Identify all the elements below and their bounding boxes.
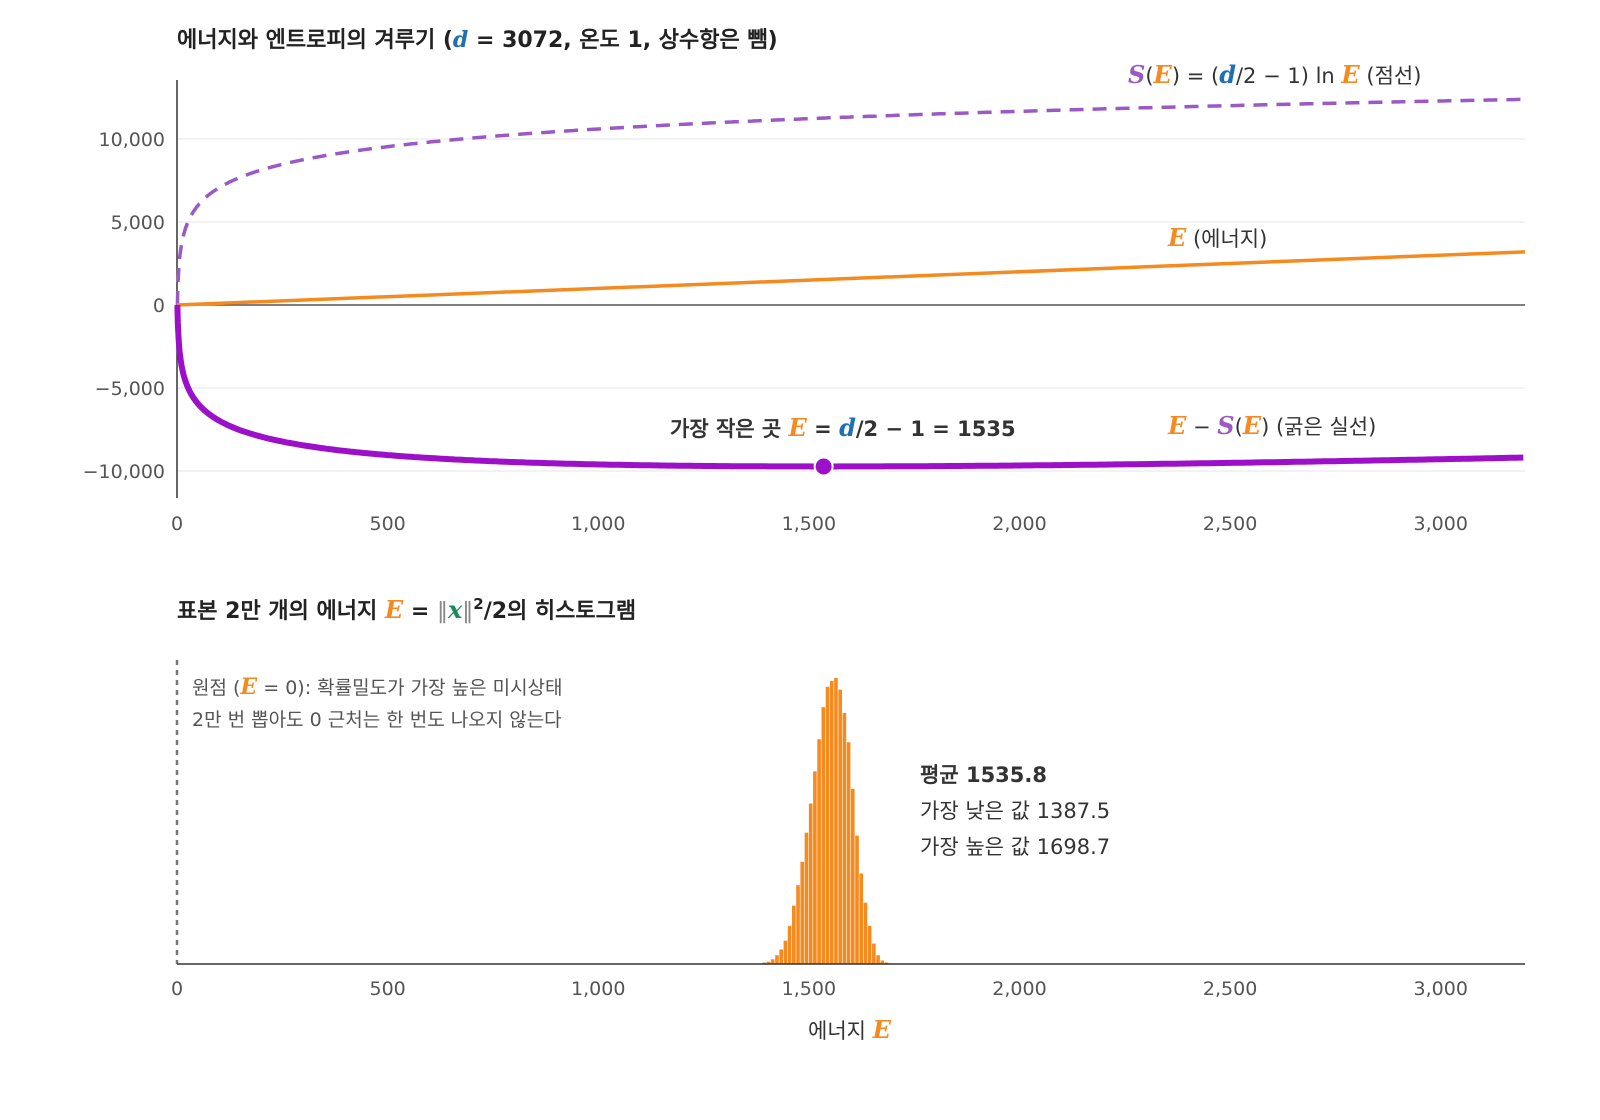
histogram-bar xyxy=(800,861,805,964)
histogram-bar xyxy=(876,955,880,964)
x-tick-label: 1,000 xyxy=(571,513,625,535)
x-tick-label: 1,500 xyxy=(782,513,836,535)
histogram-bar xyxy=(859,873,864,964)
bottom-x-tick-labels: 0 500 1,000 1,500 2,000 2,500 3,000 xyxy=(171,978,1468,1000)
top-gridlines xyxy=(177,138,1525,472)
histogram-bar xyxy=(792,905,796,964)
histogram-bar xyxy=(813,771,817,964)
stat-mean: 평균 1535.8 xyxy=(920,763,1047,787)
histogram-bar xyxy=(770,959,775,964)
x-tick-label: 0 xyxy=(171,978,183,1000)
entropy-series-line xyxy=(175,97,1524,306)
histogram-bar xyxy=(804,832,809,964)
free-energy-series-line xyxy=(174,304,1524,470)
y-tick-label: 0 xyxy=(153,295,165,317)
histogram-bar xyxy=(821,707,826,964)
histogram-bar xyxy=(796,885,800,964)
histogram-bar xyxy=(863,902,868,964)
origin-note-line2: 2만 번 뽑아도 0 근처는 한 번도 나오지 않는다 xyxy=(192,709,562,731)
histogram-bar xyxy=(829,680,834,964)
x-tick-label: 1,000 xyxy=(571,978,625,1000)
histogram-bar xyxy=(779,949,783,964)
histogram-bar xyxy=(838,689,842,964)
x-tick-label: 3,000 xyxy=(1414,978,1468,1000)
top-y-tick-labels: 10,000 5,000 0 −5,000 −10,000 xyxy=(83,129,165,483)
free-energy-series-label: E − S(E) (굵은 실선) xyxy=(1167,411,1376,440)
histogram-bar xyxy=(834,678,838,964)
energy-series-line xyxy=(176,250,1526,307)
histogram-bar xyxy=(842,713,847,964)
top-chart-title: 에너지와 엔트로피의 겨루기 (d = 3072, 온도 1, 상수항은 뺌) xyxy=(177,27,778,53)
bottom-x-axis-label: 에너지 E xyxy=(808,1015,892,1044)
x-tick-label: 1,500 xyxy=(782,978,836,1000)
histogram-bar xyxy=(817,739,821,964)
histogram-bar xyxy=(808,803,813,964)
histogram-bar xyxy=(846,742,851,964)
y-tick-label: 5,000 xyxy=(111,212,165,234)
histogram-bar xyxy=(872,943,876,964)
histogram-bars xyxy=(758,678,889,964)
x-tick-label: 2,500 xyxy=(1203,513,1257,535)
minimum-point-marker xyxy=(813,456,834,477)
stat-min: 가장 낮은 값 1387.5 xyxy=(920,799,1110,823)
top-x-tick-labels: 0 500 1,000 1,500 2,000 2,500 3,000 xyxy=(171,513,1468,535)
x-tick-label: 2,000 xyxy=(992,513,1046,535)
histogram-bar xyxy=(766,961,771,964)
y-tick-label: −5,000 xyxy=(95,378,165,400)
entropy-series-label: S(E) = (d/2 − 1) ln E (점선) xyxy=(1128,60,1421,89)
y-tick-label: 10,000 xyxy=(99,129,165,151)
energy-series-label: E (에너지) xyxy=(1167,223,1267,252)
histogram-bar xyxy=(880,960,885,964)
y-tick-label: −10,000 xyxy=(83,461,165,483)
minimum-annotation: 가장 작은 곳 E = d/2 − 1 = 1535 xyxy=(670,413,1016,442)
x-tick-label: 2,000 xyxy=(992,978,1046,1000)
x-tick-label: 0 xyxy=(171,513,183,535)
histogram-bar xyxy=(783,940,788,964)
x-tick-label: 500 xyxy=(369,513,405,535)
histogram-bar xyxy=(867,926,872,964)
x-tick-label: 2,500 xyxy=(1203,978,1257,1000)
x-tick-label: 500 xyxy=(369,978,405,1000)
histogram-bar xyxy=(851,788,855,964)
histogram-bar xyxy=(855,835,859,964)
histogram-bar xyxy=(787,926,792,964)
bottom-chart-title: 표본 2만 개의 에너지 E = ‖x‖2/2의 히스토그램 xyxy=(177,595,636,624)
origin-note-line1: 원점 (E = 0): 확률밀도가 가장 높은 미시상태 xyxy=(192,674,563,700)
stat-max: 가장 높은 값 1698.7 xyxy=(920,835,1110,859)
histogram-bar xyxy=(775,955,779,964)
x-tick-label: 3,000 xyxy=(1414,513,1468,535)
histogram-bar xyxy=(825,686,830,964)
